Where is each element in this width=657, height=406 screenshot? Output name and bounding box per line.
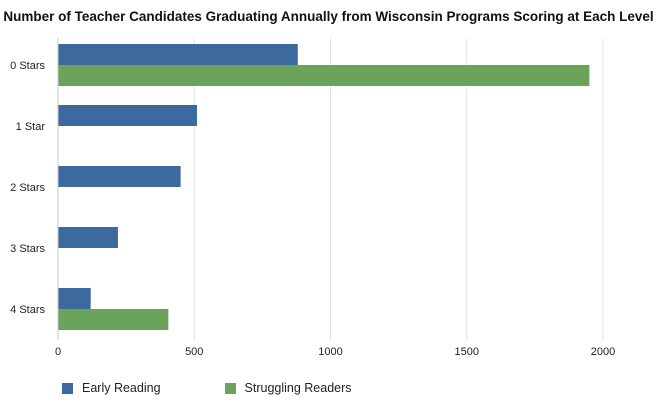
grid-lines: [193, 38, 604, 340]
y-tick-label-4-stars: 4 Stars: [10, 304, 45, 316]
bar-early-reading-0-stars[interactable]: [58, 44, 298, 65]
legend: Early Reading Struggling Readers: [62, 381, 416, 395]
bar-early-reading-2-stars[interactable]: [58, 166, 181, 187]
bar-struggling-readers-0-stars[interactable]: [58, 65, 590, 86]
x-tick-label-2000: 2000: [591, 346, 615, 358]
bar-early-reading-4-stars[interactable]: [58, 288, 91, 309]
x-tick-label-500: 500: [185, 346, 203, 358]
y-tick-label-1-star: 1 Star: [16, 121, 46, 133]
x-tick-label-1000: 1000: [318, 346, 342, 358]
y-tick-label-0-stars: 0 Stars: [10, 60, 45, 72]
bar-early-reading-1-star[interactable]: [58, 105, 197, 126]
bars: [58, 44, 590, 330]
bar-early-reading-3-stars[interactable]: [58, 227, 118, 248]
legend-label-struggling-readers: Struggling Readers: [244, 381, 352, 395]
y-tick-label-3-stars: 3 Stars: [10, 243, 45, 255]
legend-item-struggling-readers[interactable]: Struggling Readers: [224, 381, 352, 395]
legend-swatch-early-reading: [62, 382, 73, 394]
x-tick-label-0: 0: [55, 346, 61, 358]
bar-struggling-readers-4-stars[interactable]: [58, 309, 169, 330]
chart-title: Number of Teacher Candidates Graduating …: [3, 9, 654, 24]
legend-item-early-reading[interactable]: Early Reading: [62, 381, 161, 395]
legend-label-early-reading: Early Reading: [82, 381, 161, 395]
tick-labels: 0 500 1000 1500 2000 0 Stars 1 Star 2 Stars 3 St…: [10, 60, 615, 358]
legend-swatch-struggling-readers: [224, 382, 236, 394]
x-tick-label-1500: 1500: [455, 346, 479, 358]
y-tick-label-2-stars: 2 Stars: [10, 182, 45, 194]
